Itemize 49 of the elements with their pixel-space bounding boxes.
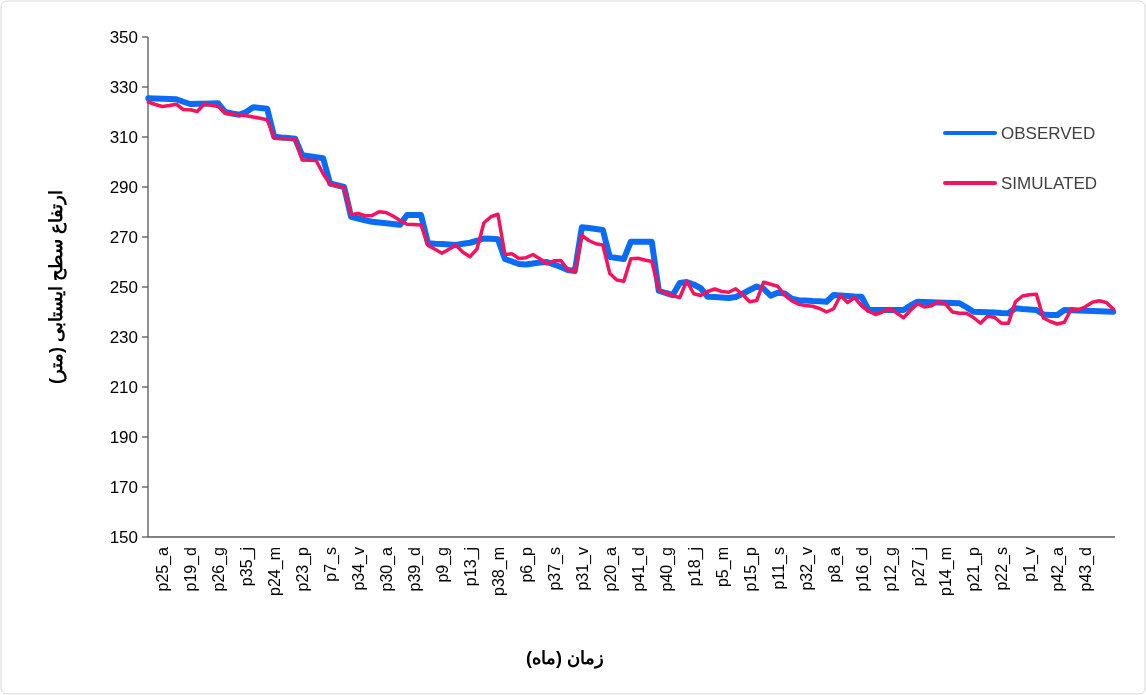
x-tick-label: p16_d [853,547,872,592]
x-tick-label: p20_a [601,546,620,592]
x-tick-label: p22_s [993,547,1012,591]
x-tick-label: p15_p [741,546,760,592]
x-tick-label: p38_m [489,547,508,596]
x-tick-label: p7_s [322,547,341,582]
x-tick-label: p26_g [210,547,229,592]
x-tick-label: p21_p [965,546,984,592]
y-tick-label: 330 [109,78,138,97]
x-tick-label: p25_a [154,546,173,592]
x-tick-label: p40_g [657,547,676,592]
x-tick-label: p30_a [378,546,397,592]
x-tick-label: p12_g [881,547,900,592]
y-tick-label: 250 [109,278,138,297]
y-tick-label: 150 [109,528,138,547]
y-tick-label: 190 [109,428,138,447]
x-tick-label: p18_j [685,547,704,587]
x-tick-label: p9_g [434,547,452,583]
x-tick-label: p31_v [573,547,592,591]
x-tick-label: p39_d [406,547,425,592]
x-tick-label: p14_m [937,547,956,596]
y-tick-label: 170 [109,478,138,497]
x-tick-label: p1_v [1021,547,1040,582]
y-tick-label: 210 [109,378,138,397]
y-tick-label: 270 [109,228,138,247]
y-tick-label: 350 [109,28,138,47]
x-tick-label: p37_s [545,547,564,591]
x-tick-label: p5_m [713,547,732,588]
x-axis-title: زمان (ماه) [526,648,604,669]
legend-label: OBSERVED [1001,124,1096,143]
x-tick-label: p41_d [629,547,648,592]
y-tick-label: 230 [109,328,138,347]
y-tick-label: 310 [109,128,138,147]
x-tick-label: p27_j [909,547,928,587]
x-tick-label: p34_v [350,547,369,591]
legend-label: SIMULATED [1001,174,1098,193]
x-tick-label: p19_d [182,547,201,592]
x-tick-label: p24_m [266,547,285,596]
x-tick-label: p11_s [769,547,788,590]
x-tick-label: p42_a [1049,546,1068,592]
y-axis-title: ارتفاع سطح ایستابی (متر) [46,190,67,384]
y-tick-label: 290 [109,178,138,197]
x-tick-label: p13_j [461,547,480,587]
x-tick-label: p35_j [238,547,257,587]
x-tick-label: p8_a [825,546,844,583]
x-tick-label: p32_v [797,547,816,591]
x-tick-label: p6_p [517,546,536,583]
x-tick-label: p23_p [294,546,313,592]
x-tick-label: p43_d [1077,547,1096,592]
